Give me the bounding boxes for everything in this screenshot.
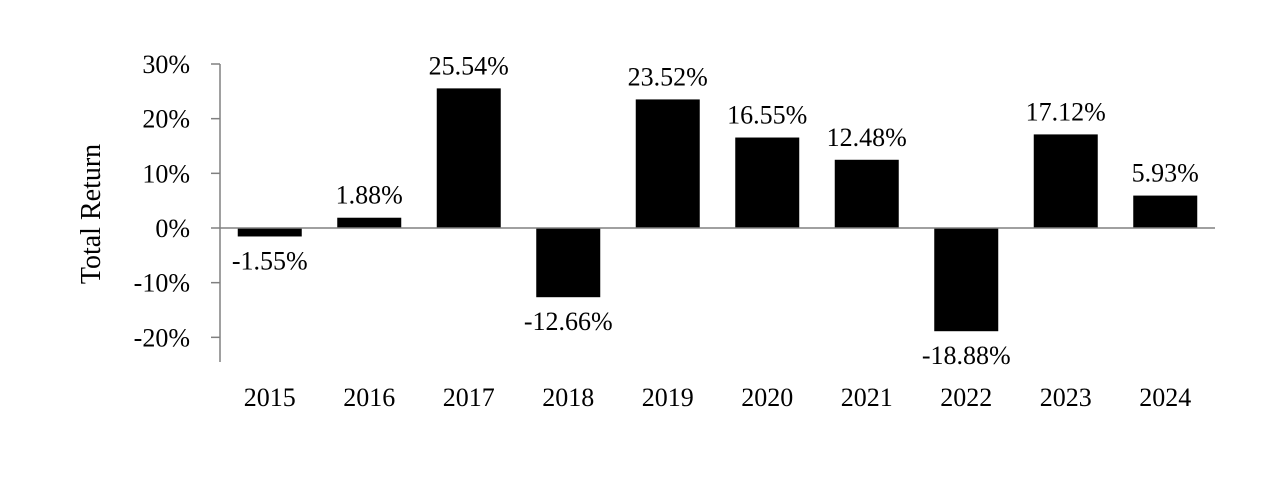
data-labels: -1.55% 1.88% 25.54% -12.66% 23.52% 16.55% 12.4… [232,51,1199,370]
y-tick-label: 30% [142,50,190,79]
data-label-2023: 17.12% [1026,97,1106,126]
bar-2015 [237,228,302,237]
data-label-2020: 16.55% [727,101,807,130]
y-axis: 30% 20% 10% 0% -10% -20% [134,50,221,362]
data-label-2017: 25.54% [429,51,509,80]
data-label-2015: -1.55% [232,246,308,275]
y-tick-label: 20% [142,105,190,134]
x-axis: 2015 2016 2017 2018 2019 2020 2021 2022 2023 2024 [220,227,1215,412]
bar-2018 [536,228,601,298]
data-label-2021: 12.48% [827,123,907,152]
data-label-2016: 1.88% [336,181,403,210]
bar-2019 [635,99,700,228]
bar-2020 [735,137,800,228]
y-axis-title: Total Return [76,144,107,284]
y-tick-label: -20% [134,323,190,352]
bar-2024 [1133,195,1198,228]
y-tick-label: 10% [142,159,190,188]
x-tick-label-2018: 2018 [542,383,594,412]
y-tick-label: -10% [134,269,190,298]
x-tick-label-2024: 2024 [1139,383,1191,412]
bar-2022 [934,228,999,332]
bar-2017 [436,88,501,228]
data-label-2022: -18.88% [922,341,1011,370]
x-tick-label-2017: 2017 [443,383,495,412]
data-label-2019: 23.52% [628,62,708,91]
bars [237,88,1198,332]
x-tick-label-2023: 2023 [1040,383,1092,412]
bar-2021 [834,159,899,228]
x-tick-label-2020: 2020 [741,383,793,412]
x-tick-label-2021: 2021 [841,383,893,412]
y-tick-label: 0% [155,214,190,243]
x-tick-label-2015: 2015 [244,383,296,412]
x-tick-label-2016: 2016 [343,383,395,412]
x-tick-label-2019: 2019 [642,383,694,412]
data-label-2018: -12.66% [524,307,613,336]
data-label-2024: 5.93% [1132,159,1199,188]
x-tick-label-2022: 2022 [940,383,992,412]
bar-2023 [1033,134,1098,228]
bar-2016 [337,217,402,228]
